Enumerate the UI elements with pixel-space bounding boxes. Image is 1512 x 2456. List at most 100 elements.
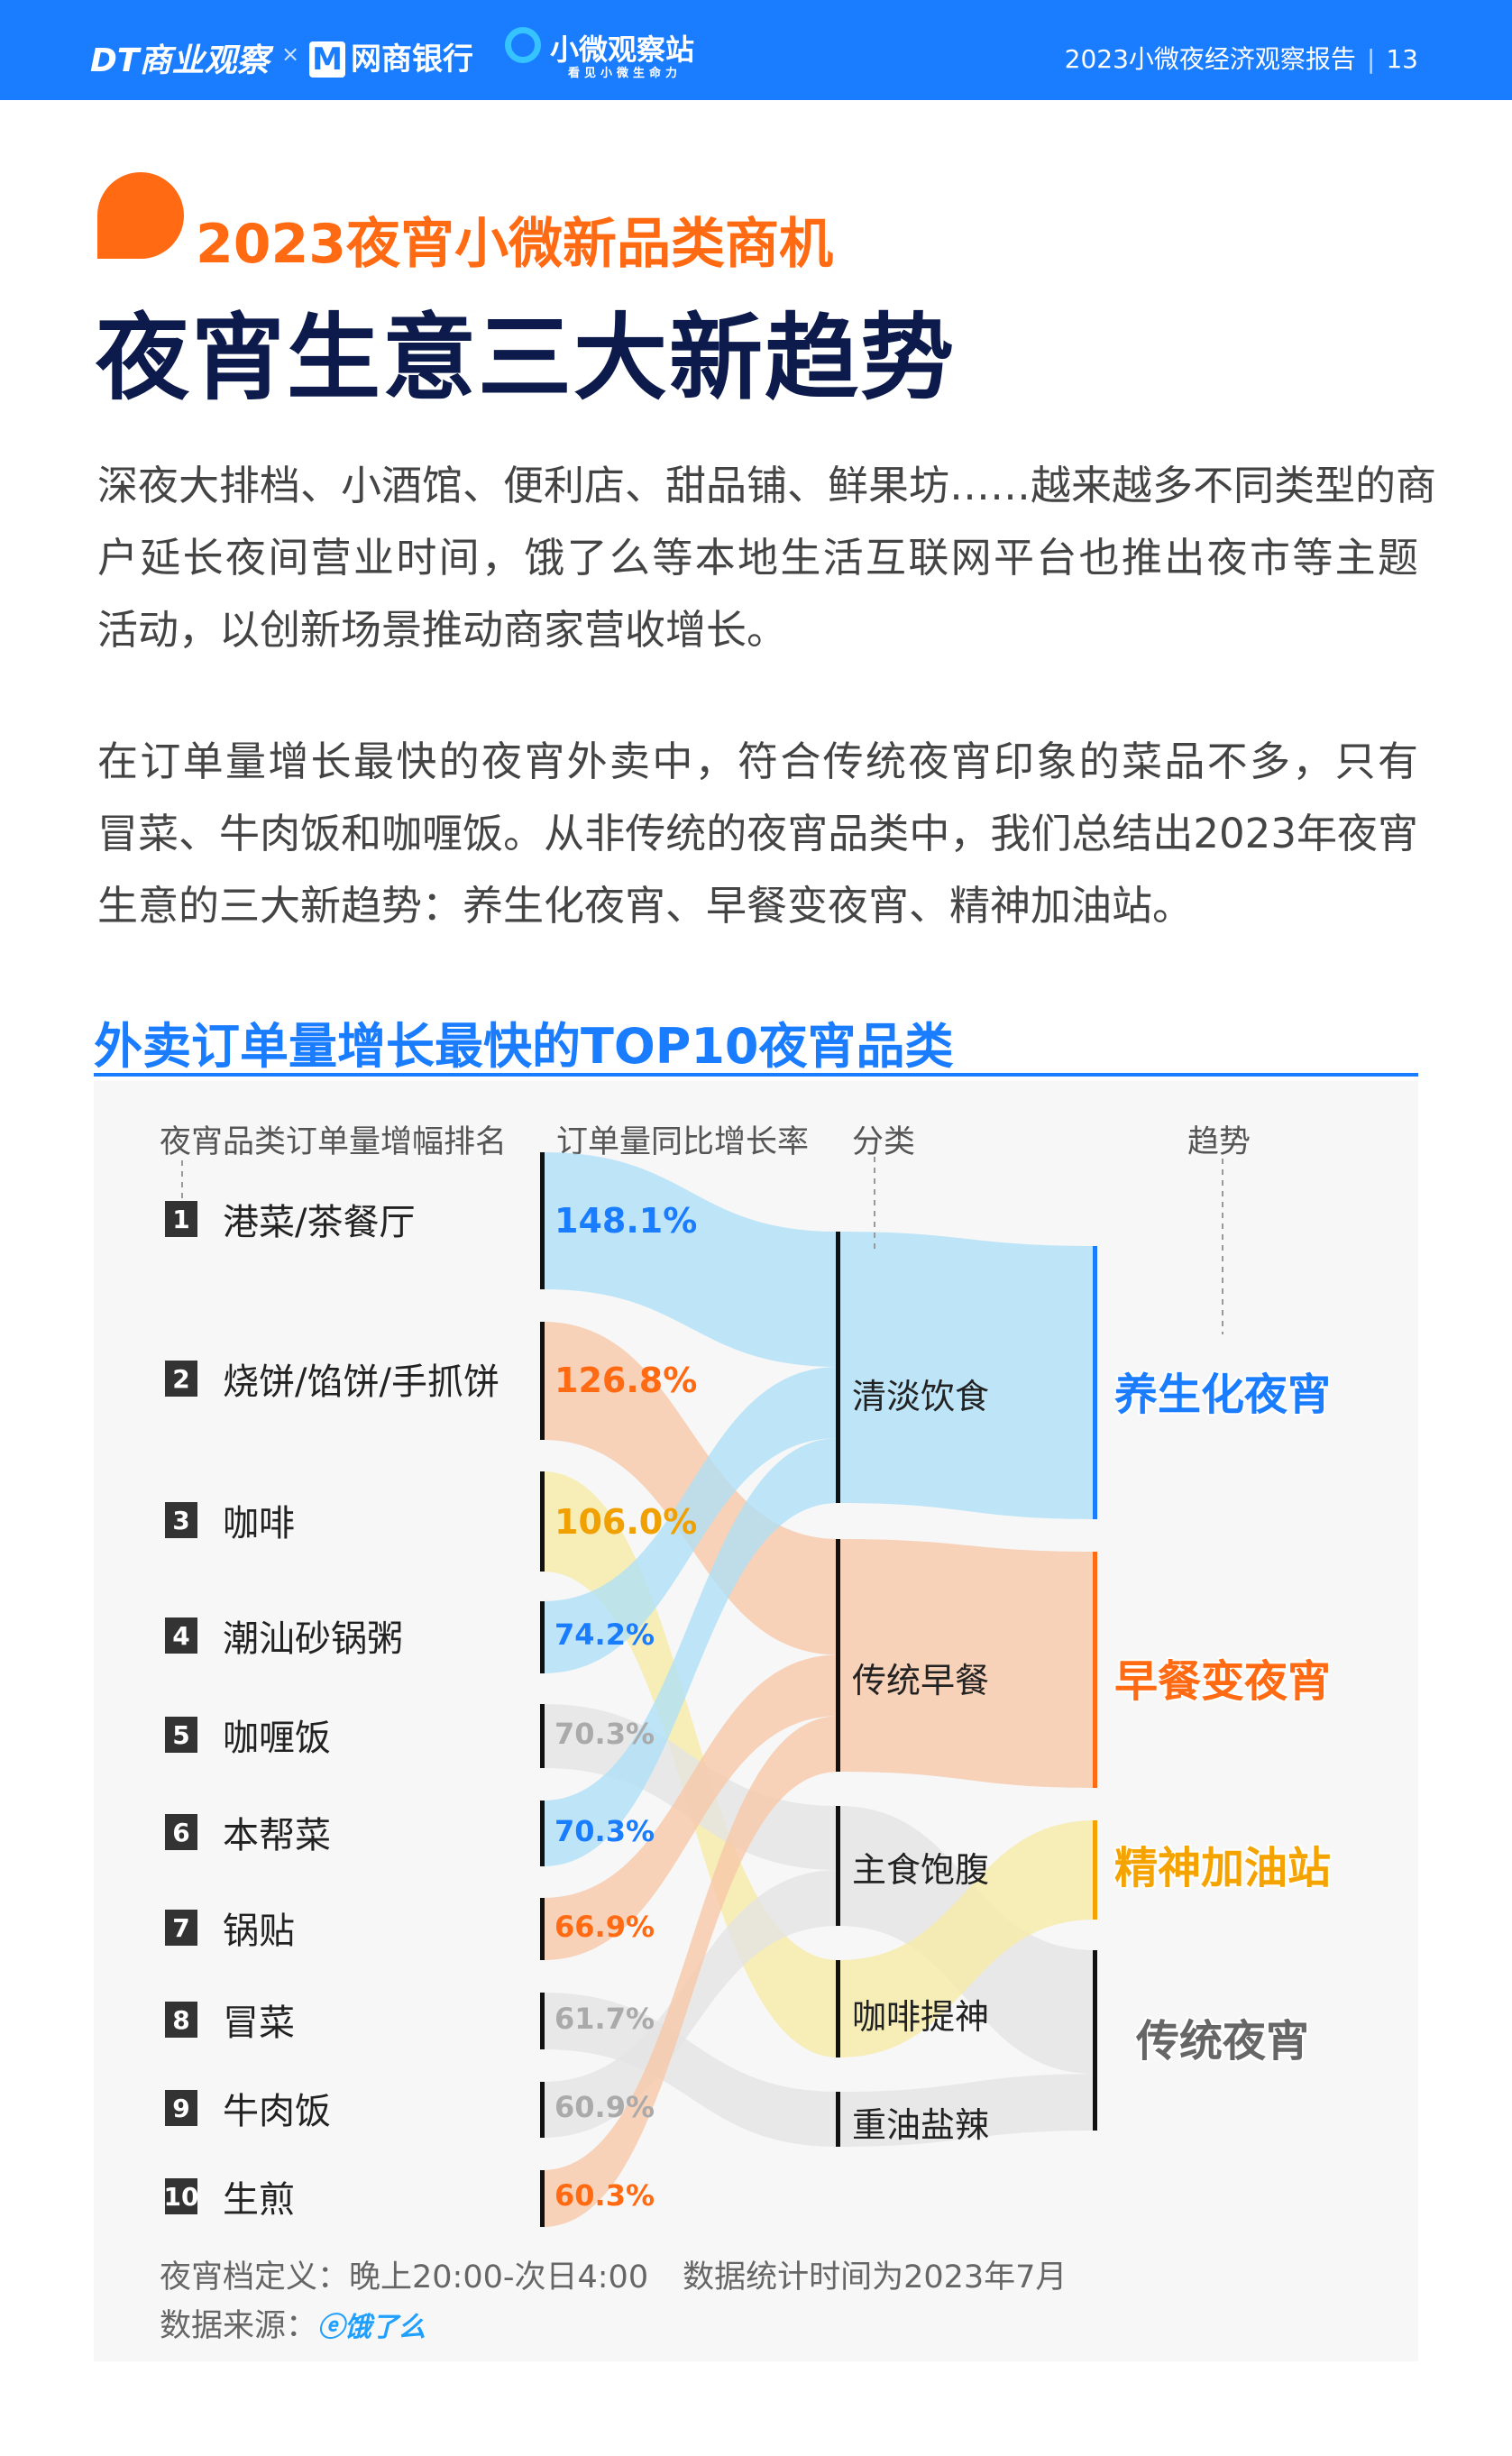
item-node-bar — [540, 1898, 545, 1960]
source-label: 数据来源： — [160, 2308, 318, 2344]
flow-category-trend — [838, 1820, 1095, 2057]
growth-value: 66.9% — [554, 1910, 655, 1944]
trend-node-bar — [1093, 1246, 1097, 1519]
item-name: 港菜/茶餐厅 — [223, 1202, 416, 1243]
growth-value: 106.0% — [554, 1502, 698, 1542]
item-row: 9 牛肉饭 — [165, 2088, 331, 2132]
category-node-bar — [836, 2092, 840, 2147]
item-node-bar — [540, 1601, 545, 1673]
item-row: 6 本帮菜 — [165, 1812, 331, 1856]
flow-category-trend — [838, 2074, 1095, 2147]
text-line: 户延长夜间营业时间，饿了么等本地生活互联网平台也推出夜市等主题 — [97, 534, 1418, 582]
magnifier-logo-icon — [505, 27, 541, 63]
item-row: 8 冒菜 — [165, 2000, 295, 2044]
category-label: 传统早餐 — [852, 1661, 990, 1700]
flow-7 — [543, 1654, 838, 1960]
column-header-category: 分类 — [852, 1124, 916, 1160]
logo-dt: DT商业观察 — [90, 42, 270, 79]
m-logo-icon: M — [309, 41, 345, 78]
text-line: 深夜大排档、小酒馆、便利店、甜品铺、鲜果坊……越来越多不同类型的商 — [97, 462, 1437, 509]
trend-node-bar — [1093, 1950, 1097, 2131]
column-header-growth: 订单量同比增长率 — [556, 1124, 810, 1160]
item-name: 本帮菜 — [223, 1815, 331, 1856]
rank-badge: 5 — [165, 1717, 197, 1753]
item-name: 咖啡 — [223, 1503, 295, 1544]
item-row: 2 烧饼/馅饼/手抓饼 — [165, 1359, 499, 1403]
item-row: 1 港菜/茶餐厅 — [165, 1199, 415, 1243]
category-node-bar — [836, 1539, 840, 1772]
rank-badge: 3 — [165, 1502, 197, 1538]
item-name: 潮汕砂锅粥 — [223, 1618, 403, 1660]
text-line: 生意的三大新趋势：养生化夜宵、早餐变夜宵、精神加油站。 — [97, 882, 1194, 930]
chart-title: 外卖订单量增长最快的TOP10夜宵品类 — [94, 1018, 954, 1075]
eleme-logo-text: 饿了么 — [344, 2312, 426, 2343]
flow-category-trend — [838, 1232, 1095, 1519]
flow-9 — [543, 1870, 838, 2138]
rank-badge: 2 — [165, 1361, 197, 1397]
growth-value: 74.2% — [554, 1617, 655, 1652]
page-number: 13 — [1386, 44, 1418, 74]
flow-1 — [543, 1152, 838, 1368]
rank-badge: 7 — [165, 1910, 197, 1946]
trend-node-bar — [1093, 1552, 1097, 1788]
item-node-bar — [540, 1322, 545, 1440]
logo-bank: M 网商银行 — [309, 34, 473, 78]
eleme-logo: ⓔ饿了么 — [317, 2312, 426, 2343]
item-node-bar — [540, 1471, 545, 1572]
growth-value: 126.8% — [554, 1361, 698, 1400]
growth-value: 61.7% — [554, 2002, 655, 2036]
rank-badge: 10 — [164, 2178, 198, 2214]
category-node-bar — [836, 1806, 840, 1926]
footnote-source: 数据来源：ⓔ饿了么 — [160, 2300, 426, 2346]
growth-value: 148.1% — [554, 1201, 698, 1241]
category-node-bar — [836, 1960, 840, 2057]
rank-badge: 8 — [165, 2002, 197, 2038]
text-line: 活动，以创新场景推动商家营收增长。 — [97, 606, 788, 654]
rank-badge: 6 — [165, 1814, 197, 1850]
item-row: 5 咖喱饭 — [165, 1715, 331, 1759]
logo-station: 小微观察站 — [550, 32, 695, 67]
growth-value: 70.3% — [554, 1814, 655, 1848]
trend-label: 养生化夜宵 — [1113, 1370, 1331, 1420]
category-label: 主食饱腹 — [852, 1850, 990, 1890]
category-label: 咖啡提神 — [852, 1997, 990, 2037]
logo-bank-text: 网商银行 — [351, 41, 473, 78]
item-name: 咖喱饭 — [223, 1718, 331, 1759]
trend-label: 传统夜宵 — [1135, 2016, 1309, 2067]
subtitle: 2023夜宵小微新品类商机 — [196, 213, 833, 276]
text-line: 冒菜、牛肉饭和咖喱饭。从非传统的夜宵品类中，我们总结出2023年夜宵 — [97, 810, 1418, 857]
item-row: 3 咖啡 — [165, 1500, 295, 1544]
item-name: 烧饼/馅饼/手抓饼 — [223, 1361, 499, 1403]
item-name: 牛肉饭 — [223, 2091, 331, 2132]
flow-10 — [543, 1716, 838, 2227]
item-row: 10 生煎 — [164, 2176, 295, 2221]
item-node-bar — [540, 1801, 545, 1866]
growth-value: 60.9% — [554, 2090, 655, 2124]
trend-node-bar — [1093, 1820, 1097, 1920]
category-node-bar — [836, 1232, 840, 1503]
item-name: 生煎 — [223, 2179, 295, 2221]
orange-bubble-icon — [97, 172, 184, 259]
item-node-bar — [540, 1993, 545, 2049]
flow-category-trend — [838, 1539, 1095, 1788]
report-name: 2023小微夜经济观察报告 — [1064, 44, 1356, 74]
logo-slogan: 看见小微生命力 — [568, 67, 683, 80]
rank-badge: 4 — [165, 1617, 197, 1654]
definition-text: 夜宵档定义：晚上20:00-次日4:00 — [160, 2259, 649, 2296]
growth-value: 70.3% — [554, 1717, 655, 1751]
report-info: 2023小微夜经济观察报告 | 13 — [1064, 44, 1418, 74]
category-label: 清淡饮食 — [852, 1377, 990, 1416]
logo-separator: × — [281, 41, 300, 67]
text-line: 在订单量增长最快的夜宵外卖中，符合传统夜宵印象的菜品不多，只有 — [97, 738, 1418, 785]
item-node-bar — [540, 2082, 545, 2138]
trend-label: 早餐变夜宵 — [1113, 1656, 1331, 1707]
item-name: 冒菜 — [223, 2002, 295, 2044]
page-title: 夜宵生意三大新趋势 — [96, 303, 957, 413]
footnote-definition: 夜宵档定义：晚上20:00-次日4:00 数据统计时间为2023年7月 — [160, 2251, 1067, 2297]
paragraph-1: 深夜大排档、小酒馆、便利店、甜品铺、鲜果坊……越来越多不同类型的商 户延长夜间营… — [97, 450, 1437, 666]
item-row: 7 锅贴 — [165, 1908, 295, 1952]
period-text: 数据统计时间为2023年7月 — [683, 2259, 1068, 2296]
flow-4 — [543, 1367, 838, 1673]
item-node-bar — [540, 2170, 545, 2227]
